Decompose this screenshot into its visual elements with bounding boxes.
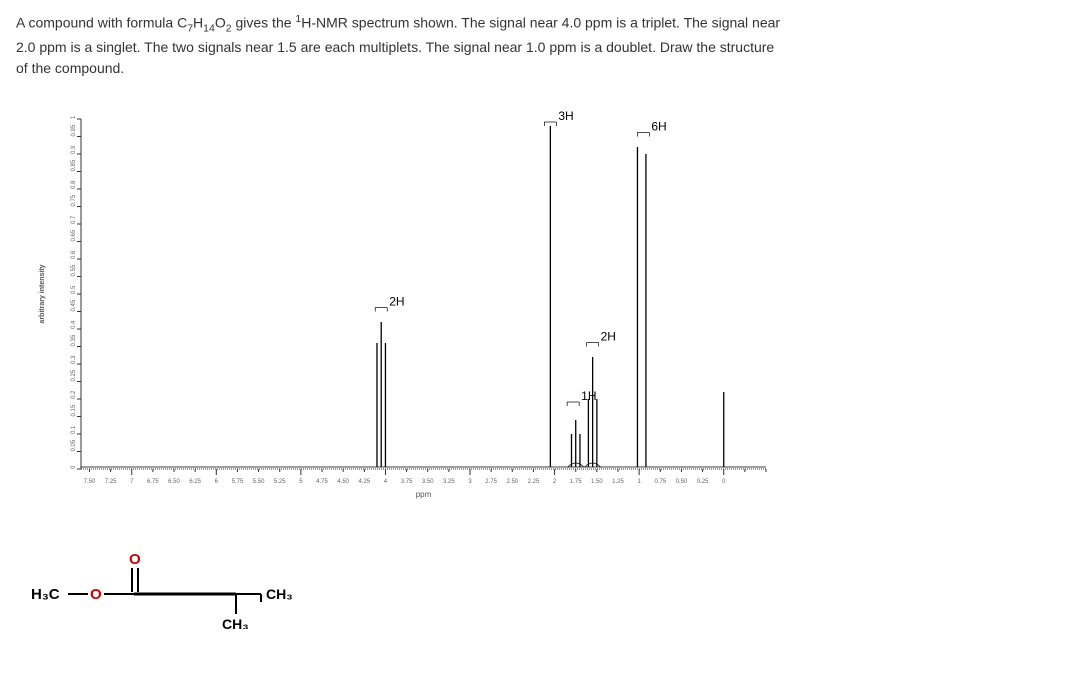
svg-text:0.05: 0.05	[71, 439, 77, 451]
svg-text:0.15: 0.15	[71, 404, 77, 416]
q-line1-pre: A compound with formula C	[16, 15, 187, 31]
svg-text:O: O	[129, 551, 141, 568]
svg-text:3.50: 3.50	[422, 479, 434, 485]
svg-text:7: 7	[130, 479, 134, 485]
svg-text:1: 1	[637, 479, 641, 485]
nmr-spectrum-chart: 0 0.05 0.1 0.15 0.2 0.25 0.3 0.35 0.4 0.45 0.5 0.55…	[26, 109, 786, 519]
svg-text:0.1: 0.1	[71, 425, 77, 434]
svg-text:0.35: 0.35	[71, 334, 77, 346]
svg-text:4.50: 4.50	[337, 479, 349, 485]
svg-text:2H: 2H	[601, 330, 616, 344]
svg-text:0: 0	[722, 479, 726, 485]
svg-text:0.7: 0.7	[71, 215, 77, 224]
svg-text:0.95: 0.95	[71, 124, 77, 136]
q-line1-post: H-NMR spectrum shown. The signal near 4.…	[301, 15, 780, 31]
svg-text:0.45: 0.45	[71, 299, 77, 311]
svg-text:arbitrary intensity: arbitrary intensity	[39, 265, 46, 324]
svg-text:0.55: 0.55	[71, 264, 77, 276]
svg-text:2.75: 2.75	[485, 479, 497, 485]
svg-text:1.50: 1.50	[591, 479, 603, 485]
svg-text:2.50: 2.50	[506, 479, 518, 485]
svg-text:H₃C: H₃C	[31, 586, 60, 603]
nmr-svg: 0 0.05 0.1 0.15 0.2 0.25 0.3 0.35 0.4 0.45 0.5 0.55…	[26, 109, 786, 519]
svg-text:0.75: 0.75	[654, 479, 666, 485]
svg-text:1.25: 1.25	[612, 479, 624, 485]
q-line2: 2.0 ppm is a singlet. The two signals ne…	[16, 39, 774, 55]
svg-text:CH₃: CH₃	[266, 586, 293, 602]
svg-text:5.75: 5.75	[232, 479, 244, 485]
svg-text:0.85: 0.85	[71, 159, 77, 171]
svg-text:1.75: 1.75	[570, 479, 582, 485]
svg-text:0.50: 0.50	[676, 479, 688, 485]
svg-text:4: 4	[384, 479, 388, 485]
svg-text:4.75: 4.75	[316, 479, 328, 485]
svg-text:0.9: 0.9	[71, 145, 77, 154]
svg-text:0.65: 0.65	[71, 229, 77, 241]
svg-text:0: 0	[71, 465, 77, 469]
chemical-structure: H₃C O O CH₃ CH₃	[26, 539, 1066, 632]
svg-text:7.50: 7.50	[84, 479, 96, 485]
q-line1-mid: gives the	[232, 15, 296, 31]
svg-text:3.25: 3.25	[443, 479, 455, 485]
svg-text:7.25: 7.25	[105, 479, 117, 485]
svg-text:0.25: 0.25	[697, 479, 709, 485]
formula-mid2: O	[215, 15, 226, 31]
svg-text:5: 5	[299, 479, 303, 485]
svg-text:2: 2	[553, 479, 557, 485]
svg-text:1H: 1H	[581, 389, 596, 403]
svg-text:5.50: 5.50	[253, 479, 265, 485]
q-line3: of the compound.	[16, 60, 124, 76]
svg-text:6: 6	[215, 479, 219, 485]
svg-text:3H: 3H	[558, 109, 573, 123]
svg-text:1: 1	[71, 115, 77, 119]
svg-text:6H: 6H	[651, 120, 666, 134]
svg-text:5.25: 5.25	[274, 479, 286, 485]
svg-text:0.5: 0.5	[71, 285, 77, 294]
svg-text:0.3: 0.3	[71, 355, 77, 364]
svg-text:0.75: 0.75	[71, 194, 77, 206]
formula-mid: H	[193, 15, 203, 31]
svg-text:ppm: ppm	[416, 490, 432, 499]
svg-text:6.25: 6.25	[189, 479, 201, 485]
svg-text:CH₃: CH₃	[222, 616, 249, 629]
svg-text:0.6: 0.6	[71, 250, 77, 259]
svg-text:0.4: 0.4	[71, 320, 77, 329]
svg-text:O: O	[90, 586, 102, 603]
svg-text:3.75: 3.75	[401, 479, 413, 485]
svg-text:2.25: 2.25	[528, 479, 540, 485]
svg-text:0.2: 0.2	[71, 390, 77, 399]
svg-text:0.8: 0.8	[71, 180, 77, 189]
svg-text:2H: 2H	[389, 295, 404, 309]
svg-text:6.50: 6.50	[168, 479, 180, 485]
svg-text:3: 3	[468, 479, 472, 485]
svg-text:6.75: 6.75	[147, 479, 159, 485]
formula-sub2: 14	[203, 22, 215, 34]
svg-text:0.25: 0.25	[71, 369, 77, 381]
question-text: A compound with formula C7H14O2 gives th…	[16, 12, 1066, 79]
svg-text:4.25: 4.25	[358, 479, 370, 485]
